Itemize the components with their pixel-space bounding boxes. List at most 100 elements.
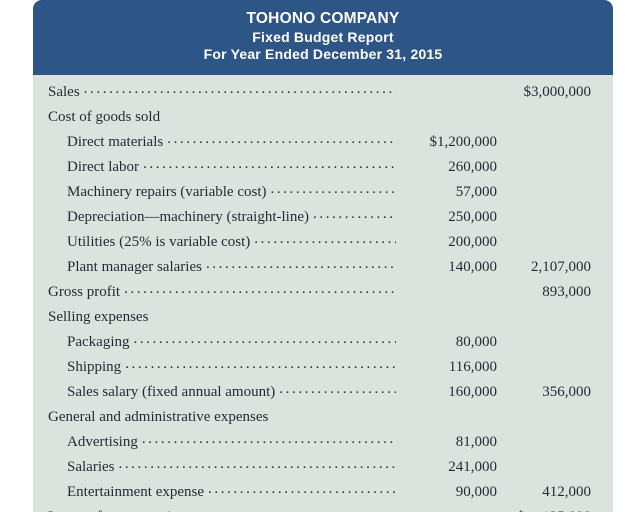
amount-value: 81,000 (455, 434, 497, 451)
amount-value: 260,000 (448, 159, 497, 176)
row-amount-col2: $125,000 (500, 509, 592, 512)
row-label-cell: General and administrative expenses (48, 409, 402, 426)
leader-dots: ........................................… (279, 384, 396, 398)
row-label-cell: Sales...................................… (48, 84, 402, 101)
report-row: Salaries................................… (33, 459, 613, 484)
report-row: Cost of goods sold (33, 109, 613, 134)
leader-dots: ........................................… (313, 209, 396, 223)
row-amount-col2: $3,000,000 (500, 84, 592, 102)
report-row: Depreciation—machinery (straight-line)..… (33, 209, 613, 234)
report-row: Packaging...............................… (33, 334, 613, 359)
row-amount-col1: 140,000 (402, 259, 498, 277)
report-row: Machinery repairs (variable cost).......… (33, 184, 613, 209)
report-row: Sales salary (fixed annual amount)......… (33, 384, 613, 409)
leader-dots: ........................................… (196, 509, 396, 512)
leader-dots: ........................................… (208, 484, 396, 498)
row-amount-col1: $1,200,000 (402, 134, 498, 152)
row-amount-col1: 250,000 (402, 209, 498, 227)
amount-value: $125,000 (516, 509, 592, 512)
row-label-cell: Packaging...............................… (48, 334, 402, 351)
leader-dots: ........................................… (167, 134, 396, 148)
row-amount-col1: 116,000 (402, 359, 498, 377)
row-label-cell: Selling expenses (48, 309, 402, 326)
report-period: For Year Ended December 31, 2015 (203, 46, 443, 63)
leader-dots: ........................................… (83, 84, 396, 98)
row-label: Sales (48, 84, 80, 101)
row-label-cell: Gross profit............................… (48, 284, 402, 301)
row-label: Salaries (67, 459, 115, 476)
row-label: Depreciation—machinery (straight-line) (67, 209, 309, 226)
leader-dots: ........................................… (125, 359, 396, 373)
row-label: Machinery repairs (variable cost) (67, 184, 267, 201)
report-row: Direct labor............................… (33, 159, 613, 184)
report-body: Sales...................................… (33, 75, 613, 512)
report-row: Utilities (25% is variable cost)........… (33, 234, 613, 259)
leader-dots: ........................................… (118, 459, 396, 473)
row-amount-col2: 2,107,000 (500, 259, 592, 277)
row-amount-col2: 893,000 (500, 284, 592, 302)
row-label: Shipping (67, 359, 122, 376)
leader-dots: ........................................… (124, 284, 396, 298)
row-label-cell: Shipping................................… (48, 359, 402, 376)
leader-dots: ........................................… (205, 259, 396, 273)
row-label-cell: Direct materials........................… (48, 134, 402, 151)
row-amount-col1: 160,000 (402, 384, 498, 402)
row-label-cell: Plant manager salaries..................… (48, 259, 402, 276)
row-label-cell: Advertising.............................… (48, 434, 402, 451)
amount-value: $3,000,000 (523, 84, 592, 101)
report-row: Advertising.............................… (33, 434, 613, 459)
leader-dots: ........................................… (133, 334, 396, 348)
report-row: Income from operations..................… (33, 509, 613, 512)
row-label: Sales salary (fixed annual amount) (67, 384, 276, 401)
leader-dots: ........................................… (254, 234, 396, 248)
currency-symbol: $ (517, 509, 525, 512)
row-label: Packaging (67, 334, 130, 351)
amount-value: 356,000 (542, 384, 591, 401)
row-amount-col1: 81,000 (402, 434, 498, 452)
row-amount-col1: 241,000 (402, 459, 498, 477)
row-label: Entertainment expense (67, 484, 205, 501)
amount-value: 57,000 (455, 184, 497, 201)
report-row: Gross profit............................… (33, 284, 613, 309)
row-label: Income from operations (48, 509, 192, 512)
amount-value: 160,000 (448, 384, 497, 401)
amount-value: $1,200,000 (429, 134, 498, 151)
amount-value: 116,000 (448, 359, 497, 376)
amount-value: 2,107,000 (531, 259, 591, 276)
row-label: Selling expenses (48, 309, 149, 326)
leader-dots: ........................................… (143, 159, 396, 173)
fixed-budget-report-card: TOHONO COMPANY Fixed Budget Report For Y… (33, 0, 613, 512)
amount-value: 200,000 (448, 234, 497, 251)
row-label-cell: Income from operations..................… (48, 509, 402, 512)
row-label: Utilities (25% is variable cost) (67, 234, 251, 251)
row-label-cell: Depreciation—machinery (straight-line)..… (48, 209, 402, 226)
report-row: Plant manager salaries..................… (33, 259, 613, 284)
leader-dots: ........................................… (270, 184, 397, 198)
report-row: Selling expenses (33, 309, 613, 334)
report-header: TOHONO COMPANY Fixed Budget Report For Y… (33, 0, 613, 76)
amount-figure: 125,000 (542, 509, 591, 512)
row-amount-col1: 200,000 (402, 234, 498, 252)
row-label-cell: Cost of goods sold (48, 109, 402, 126)
amount-value: 140,000 (448, 259, 497, 276)
amount-value: 80,000 (455, 334, 497, 351)
amount-value: 241,000 (448, 459, 497, 476)
row-label-cell: Direct labor............................… (48, 159, 402, 176)
row-label: Plant manager salaries (67, 259, 202, 276)
report-row: Shipping................................… (33, 359, 613, 384)
report-row: Entertainment expense...................… (33, 484, 613, 509)
report-title: Fixed Budget Report (252, 28, 394, 45)
report-row: Direct materials........................… (33, 134, 613, 159)
row-amount-col2: 412,000 (500, 484, 592, 502)
amount-value: 250,000 (448, 209, 497, 226)
row-label: Direct labor (67, 159, 140, 176)
row-amount-col1: 260,000 (402, 159, 498, 177)
amount-value: 893,000 (542, 284, 591, 301)
row-label-cell: Utilities (25% is variable cost)........… (48, 234, 402, 251)
row-label-cell: Entertainment expense...................… (48, 484, 402, 501)
row-label: Gross profit (48, 284, 121, 301)
row-amount-col1: 90,000 (402, 484, 498, 502)
report-row: General and administrative expenses (33, 409, 613, 434)
row-amount-col1: 57,000 (402, 184, 498, 202)
row-amount-col2: 356,000 (500, 384, 592, 402)
